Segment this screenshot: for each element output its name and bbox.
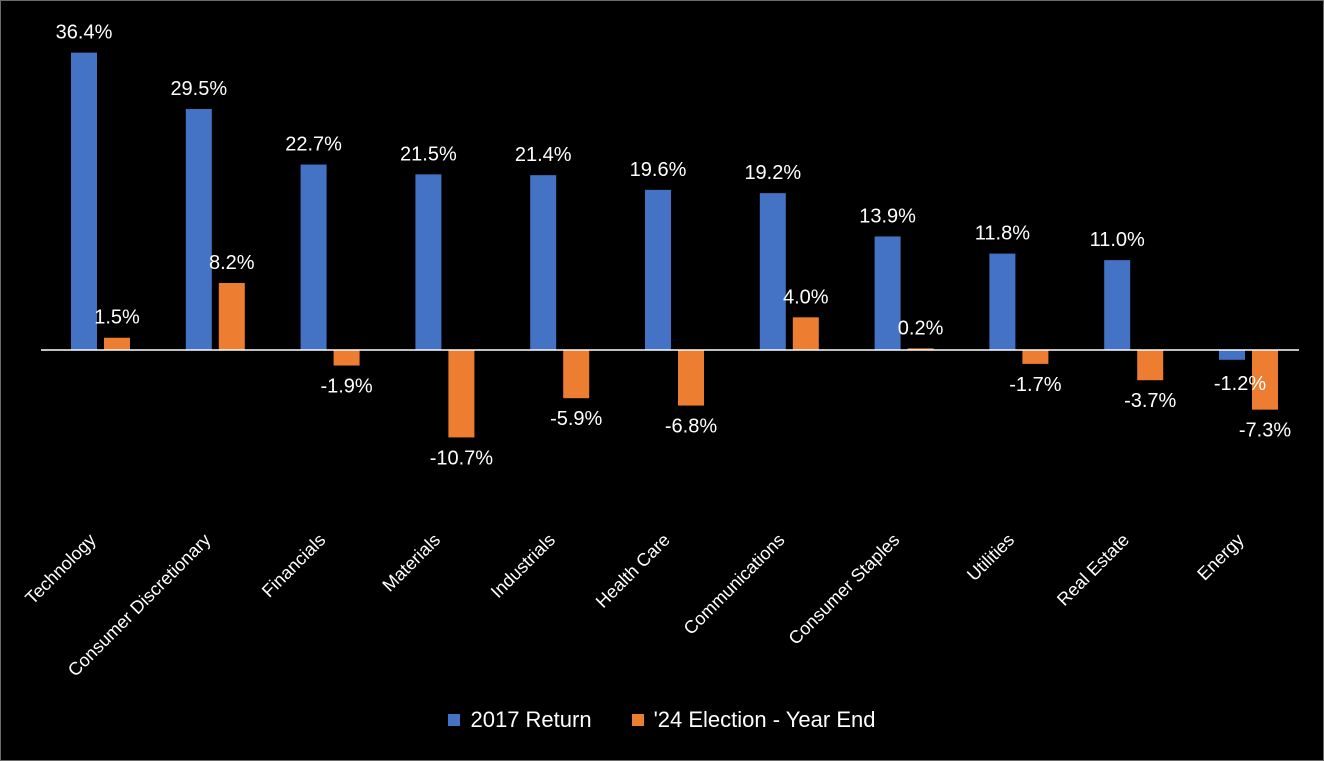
data-label-real-estate-2017-return: 11.0% — [1090, 229, 1145, 251]
category-label-financials: Financials — [258, 530, 329, 601]
bar-communications-2017-return — [759, 193, 786, 350]
category-label-consumer-staples: Consumer Staples — [785, 530, 904, 649]
bar-energy-2017-return — [1219, 350, 1245, 360]
bar-consumer-discretionary-2017-return — [185, 108, 212, 350]
bar-materials-2017-return — [415, 174, 442, 350]
bar-energy-election-year-end — [1252, 350, 1278, 410]
legend: 2017 Return '24 Election - Year End — [1, 707, 1323, 733]
data-label-real-estate-election-year-end: -3.7% — [1124, 390, 1176, 412]
data-label-health-care-election-year-end: -6.8% — [665, 416, 717, 438]
data-label-communications-election-year-end: 4.0% — [783, 286, 829, 308]
bar-communications-election-year-end — [792, 317, 819, 350]
bar-consumer-staples-election-year-end — [907, 348, 934, 350]
category-label-communications: Communications — [680, 530, 789, 639]
bar-health-care-election-year-end — [678, 350, 704, 406]
data-label-consumer-staples-2017-return: 13.9% — [859, 205, 916, 227]
bar-real-estate-election-year-end — [1137, 350, 1164, 381]
data-label-utilities-election-year-end: -1.7% — [1009, 374, 1061, 396]
bar-technology-election-year-end — [104, 337, 130, 350]
data-label-technology-2017-return: 36.4% — [56, 22, 113, 44]
data-label-communications-2017-return: 19.2% — [744, 162, 801, 184]
data-label-consumer-discretionary-election-year-end: 8.2% — [209, 252, 255, 274]
data-label-consumer-staples-election-year-end: 0.2% — [898, 317, 944, 339]
data-label-energy-election-year-end: -7.3% — [1239, 420, 1291, 442]
legend-label-2017-return: 2017 Return — [470, 707, 592, 732]
data-label-financials-election-year-end: -1.9% — [320, 376, 372, 398]
category-label-real-estate: Real Estate — [1053, 530, 1133, 610]
category-label-technology: Technology — [21, 530, 100, 609]
bar-utilities-election-year-end — [1022, 350, 1049, 364]
legend-item-election-year-end: '24 Election - Year End — [631, 707, 876, 733]
data-labels-layer: 36.4% 1.5% 29.5% 8.2% 22.7% -1.9% 21.5% -10.7% 2… — [56, 22, 1292, 470]
bars-layer — [71, 52, 1278, 438]
bar-financials-2017-return — [300, 164, 327, 350]
category-label-health-care: Health Care — [592, 530, 674, 612]
bar-industrials-election-year-end — [563, 350, 590, 399]
legend-swatch-2017-return — [448, 714, 461, 726]
data-label-industrials-election-year-end: -5.9% — [550, 408, 602, 430]
bar-consumer-discretionary-election-year-end — [218, 283, 245, 350]
data-label-industrials-2017-return: 21.4% — [515, 144, 572, 166]
data-label-consumer-discretionary-2017-return: 29.5% — [170, 78, 227, 100]
data-label-health-care-2017-return: 19.6% — [630, 159, 687, 181]
category-label-industrials: Industrials — [487, 530, 559, 602]
legend-item-2017-return: 2017 Return — [448, 707, 592, 733]
data-label-materials-2017-return: 21.5% — [400, 143, 457, 165]
data-label-financials-2017-return: 22.7% — [285, 134, 342, 156]
data-label-technology-election-year-end: 1.5% — [94, 307, 140, 329]
bar-real-estate-2017-return — [1104, 260, 1131, 350]
category-label-utilities: Utilities — [963, 530, 1018, 585]
bar-industrials-2017-return — [530, 175, 557, 350]
legend-swatch-election-year-end — [631, 714, 644, 726]
bar-materials-election-year-end — [448, 350, 475, 438]
data-label-utilities-2017-return: 11.8% — [975, 223, 1030, 245]
data-label-energy-2017-return: -1.2% — [1214, 373, 1266, 395]
bar-financials-election-year-end — [333, 350, 360, 366]
bar-utilities-2017-return — [989, 253, 1016, 350]
data-label-materials-election-year-end: -10.7% — [430, 447, 494, 469]
bar-health-care-2017-return — [645, 189, 671, 350]
bar-technology-2017-return — [71, 52, 97, 350]
legend-label-election-year-end: '24 Election - Year End — [653, 707, 876, 732]
category-label-materials: Materials — [378, 530, 444, 596]
category-label-energy: Energy — [1193, 530, 1247, 584]
bar-consumer-staples-2017-return — [874, 236, 901, 350]
